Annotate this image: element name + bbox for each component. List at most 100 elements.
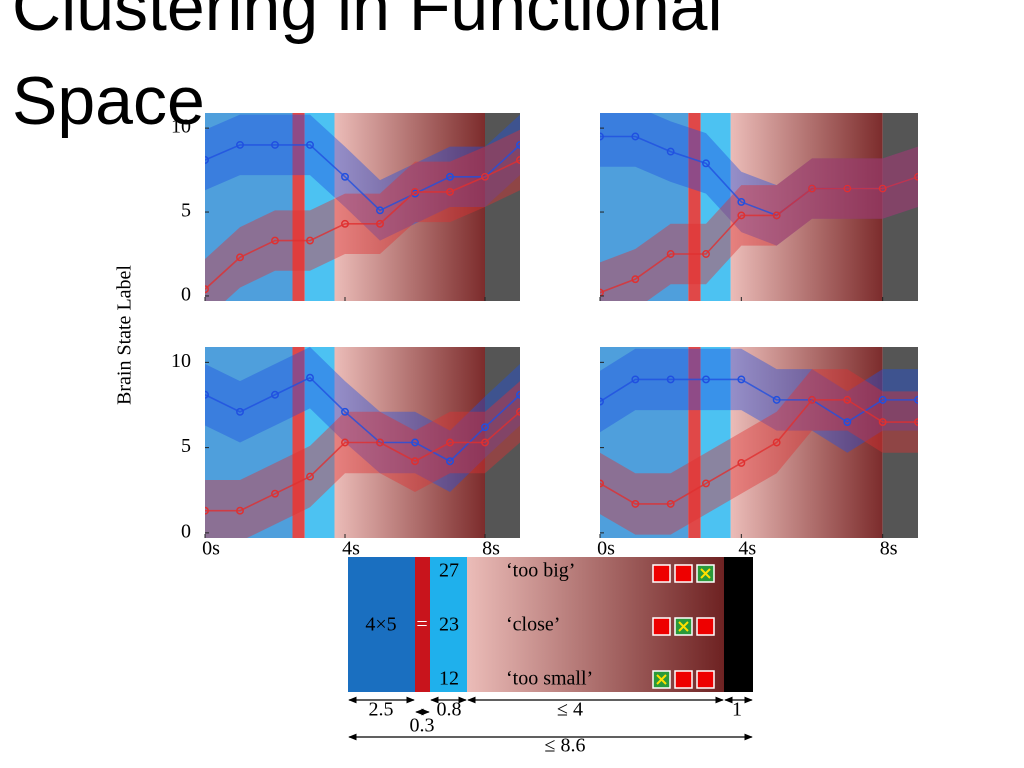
phase-region	[700, 113, 731, 301]
data-point	[843, 184, 852, 193]
wrong-icon	[652, 564, 671, 583]
option: 27	[439, 560, 459, 582]
data-point	[808, 395, 816, 404]
data-point	[341, 219, 349, 228]
series-line	[600, 399, 918, 505]
problem-phase	[348, 557, 415, 692]
series-line	[600, 176, 918, 294]
x-tick-label: 8s	[880, 538, 898, 560]
y-tick-label: 5	[181, 200, 191, 222]
phase-region	[292, 347, 305, 538]
data-point	[702, 375, 710, 384]
data-point	[878, 395, 887, 404]
phase-region	[688, 347, 701, 538]
check-mark	[656, 674, 667, 685]
data-point	[631, 275, 640, 284]
data-point	[600, 479, 604, 488]
wrong-icon	[696, 617, 715, 636]
data-point	[914, 172, 918, 181]
phase-region	[882, 347, 918, 538]
x-tick-label: 8s	[482, 538, 500, 560]
data-point	[843, 395, 852, 404]
data-point	[411, 187, 419, 196]
wrong-icon	[674, 564, 693, 583]
data-point	[702, 159, 710, 168]
data-point	[481, 172, 489, 181]
y-tick-label: 10	[171, 116, 191, 138]
series-line	[205, 376, 520, 463]
confidence-band	[600, 146, 918, 301]
data-point	[205, 156, 209, 164]
data-point	[914, 395, 918, 404]
data-point	[516, 156, 520, 164]
timing-arrows	[348, 696, 753, 741]
data-point	[772, 438, 781, 447]
series-line	[205, 159, 520, 290]
data-point	[878, 418, 887, 426]
pause-phase	[415, 557, 430, 692]
phase-region	[485, 347, 520, 538]
feedback-label: ‘too small’	[506, 668, 593, 690]
data-point	[666, 499, 675, 508]
trial-diagram: 4×5 = 27 23 12 ‘too big’ ‘close’ ‘too sm…	[348, 557, 753, 757]
phase-region	[292, 113, 305, 301]
feedback-icons	[652, 564, 715, 689]
data-point	[376, 438, 384, 447]
problem: 4×5	[365, 614, 396, 636]
check-mark	[700, 568, 711, 579]
x-tick-label: 0s	[202, 538, 220, 560]
wrong-icon	[652, 617, 671, 636]
feedback-label: ‘close’	[506, 614, 560, 636]
data-point	[843, 418, 852, 426]
data-point	[446, 438, 454, 447]
plot	[205, 113, 520, 301]
data-point	[600, 288, 604, 297]
data-point	[702, 250, 710, 258]
confidence-band	[600, 113, 918, 246]
data-point	[306, 236, 314, 245]
y-tick-label: 0	[181, 284, 191, 306]
plot	[600, 347, 918, 538]
data-point	[341, 438, 349, 447]
data-point	[737, 211, 746, 220]
series-line	[205, 411, 520, 512]
data-point	[516, 407, 520, 416]
data-point	[481, 438, 489, 447]
data-point	[306, 373, 314, 382]
data-point	[631, 132, 640, 141]
y-tick-label: 5	[181, 435, 191, 457]
data-point	[737, 459, 746, 467]
answer-phase	[430, 557, 467, 692]
confidence-band	[600, 348, 918, 453]
check-mark	[678, 621, 689, 632]
data-point	[600, 397, 604, 406]
duration: 1	[732, 699, 742, 721]
data-point	[914, 418, 918, 426]
confidence-band	[205, 114, 520, 241]
x-tick-label: 4s	[342, 538, 360, 560]
phase-region	[304, 347, 335, 538]
data-point	[516, 390, 520, 399]
data-point	[411, 438, 419, 447]
data-point	[737, 198, 746, 206]
data-point	[341, 407, 349, 416]
option: 12	[439, 668, 459, 690]
phase-region	[485, 113, 520, 301]
data-point	[737, 375, 746, 384]
series-line	[205, 144, 520, 212]
data-point	[878, 184, 887, 193]
confidence-band	[205, 129, 520, 301]
data-point	[702, 479, 710, 488]
data-point	[666, 375, 675, 384]
data-point	[600, 132, 604, 141]
data-point	[666, 250, 675, 258]
data-point	[666, 147, 675, 156]
data-point	[205, 285, 209, 294]
duration: 2.5	[369, 699, 394, 721]
data-point	[411, 457, 419, 466]
wrong-icon	[674, 670, 693, 689]
data-point	[205, 506, 209, 515]
data-point	[516, 140, 520, 149]
data-point	[236, 407, 244, 416]
